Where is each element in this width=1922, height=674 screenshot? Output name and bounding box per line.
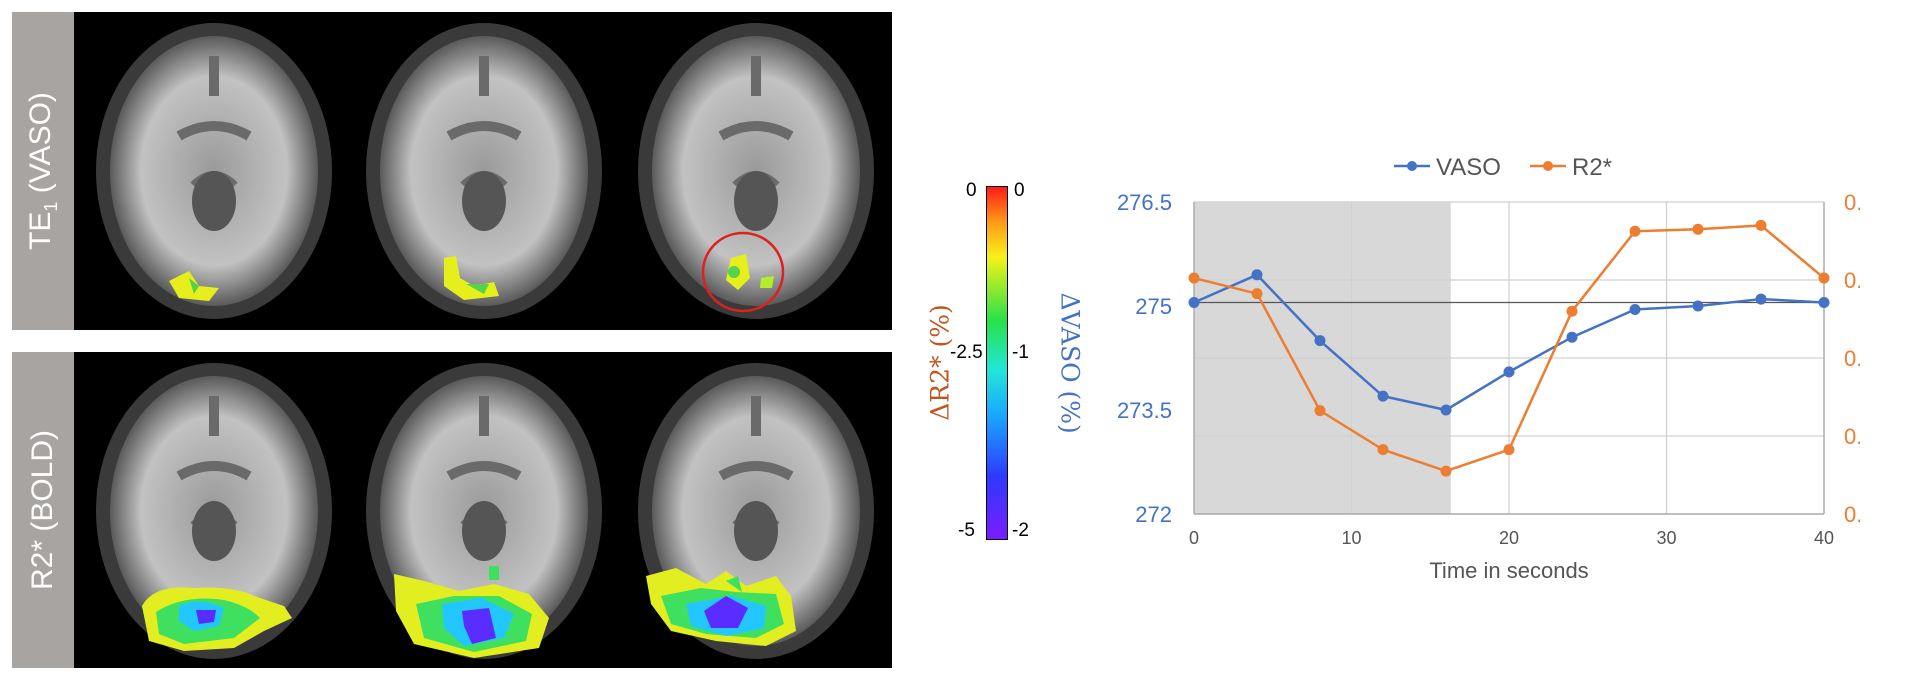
series-0-point <box>1251 269 1263 281</box>
series-1-point <box>1251 288 1263 300</box>
legend: VASO R2* <box>1394 154 1612 181</box>
series-0-point <box>1692 300 1704 312</box>
series-0-point <box>1503 366 1515 378</box>
series-1-point <box>1377 444 1389 456</box>
x-tick-label: 40 <box>1814 528 1834 548</box>
brain-slice-4 <box>96 363 332 659</box>
series-1-point <box>1566 305 1578 317</box>
colorbar-right-tick-mid: -1 <box>1012 342 1029 363</box>
legend-vaso-label: VASO <box>1436 154 1501 181</box>
brain-slice-3 <box>638 23 874 319</box>
brain-slice-5 <box>366 363 602 659</box>
brain-slice-2 <box>366 23 602 319</box>
y-left-tick-label: 275 <box>1135 294 1172 319</box>
series-0-point <box>1629 303 1641 315</box>
series-1-point <box>1818 272 1830 284</box>
colorbar <box>986 186 1008 540</box>
x-axis-label: Time in seconds <box>1429 558 1588 583</box>
row-label-te1: TE1 (VASO) <box>12 12 74 330</box>
x-tick-label: 30 <box>1656 528 1676 548</box>
colorbar-left-axis-label: ΔR2* (%) <box>925 304 955 421</box>
colorbar-left-tick-mid: -2.5 <box>950 342 983 363</box>
legend-vaso-marker <box>1407 161 1417 171</box>
y-right-tick-label: 0.0222 <box>1844 424 1860 449</box>
series-1-point <box>1314 405 1326 417</box>
colorbar-right-tick-top: 0 <box>1014 180 1025 201</box>
line-chart: VASO R2* 0 10 20 30 40 276.5 275 273.5 272 0.0234… <box>1117 154 1860 583</box>
series-0-point <box>1314 335 1326 347</box>
series-1-point <box>1440 465 1452 477</box>
y-right-tick-label: 0.0230 <box>1844 268 1860 293</box>
series-1-point <box>1629 225 1641 237</box>
series-0-point <box>1755 293 1767 305</box>
colorbar-left-tick-top: 0 <box>966 180 977 201</box>
series-0-point <box>1818 297 1830 309</box>
vaso-brain-panel <box>74 12 892 330</box>
series-0-point <box>1188 297 1200 309</box>
y-left-tick-label: 276.5 <box>1117 190 1172 215</box>
series-1-point <box>1503 444 1515 456</box>
legend-r2star-marker <box>1543 161 1553 171</box>
series-0-point <box>1440 404 1452 416</box>
series-0-point <box>1566 331 1578 343</box>
legend-r2star-label: R2* <box>1572 154 1612 181</box>
axis-ticks: 0 10 20 30 40 276.5 275 273.5 272 0.0234 0.0230 0.0… <box>1117 190 1860 548</box>
row-label-r2star: R2* (BOLD) <box>12 352 74 668</box>
x-tick-label: 0 <box>1189 528 1199 548</box>
series-1-point <box>1755 219 1767 231</box>
y-right-tick-label: 0.0234 <box>1844 190 1860 215</box>
x-tick-label: 20 <box>1499 528 1519 548</box>
x-tick-label: 10 <box>1341 528 1361 548</box>
row-label-r2star-text: R2* (BOLD) <box>26 429 59 591</box>
colorbar-left-tick-bottom: -5 <box>958 520 975 541</box>
y-right-tick-label: 0.0226 <box>1844 346 1860 371</box>
series-lines <box>1188 219 1830 477</box>
brain-slice-6 <box>638 363 874 659</box>
series-0-point <box>1377 390 1389 402</box>
region-highlight-circle <box>701 231 785 313</box>
colorbar-right-tick-bottom: -2 <box>1012 520 1029 541</box>
brain-slice-1 <box>96 23 332 319</box>
y-left-tick-label: 272 <box>1135 502 1172 527</box>
y-left-tick-label: 273.5 <box>1117 398 1172 423</box>
grid <box>1193 201 1825 515</box>
bold-brain-panel <box>74 352 892 668</box>
y-right-tick-label: 0.0218 <box>1844 502 1860 527</box>
series-1-point <box>1188 272 1200 284</box>
row-label-te1-text: TE1 (VASO) <box>24 92 61 250</box>
series-1-point <box>1692 223 1704 235</box>
